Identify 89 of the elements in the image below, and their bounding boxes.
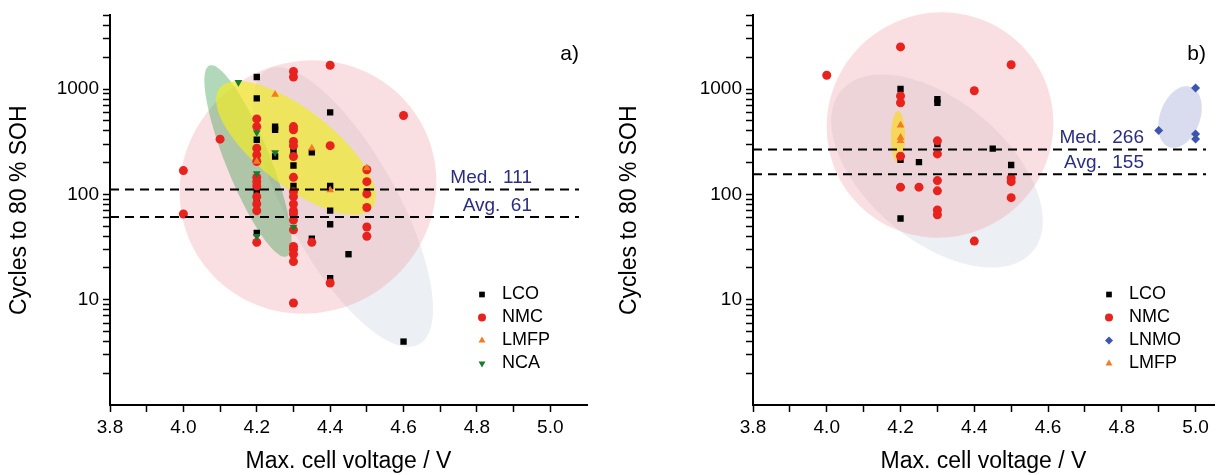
legend-label: LMFP (502, 329, 551, 350)
point (252, 234, 261, 241)
point (914, 182, 924, 192)
ref-line-label: Avg. 61 (462, 193, 532, 215)
point (896, 182, 906, 192)
point (252, 122, 262, 132)
ref-line-label: Med. 111 (450, 166, 532, 188)
legend-label: NMC (502, 306, 543, 327)
x-tick-label: 5.0 (1182, 415, 1209, 437)
point (326, 207, 334, 214)
point (932, 136, 942, 146)
y-tick-label: 10 (720, 287, 742, 309)
y-tick-label: 100 (710, 182, 742, 204)
ref-line-label: Avg. 155 (1064, 151, 1144, 173)
point (1154, 125, 1164, 135)
y-axis-title: Cycles to 80 % SOH (5, 105, 32, 316)
x-tick-label: 4.6 (1034, 415, 1062, 437)
legend-label: LMFP (1129, 352, 1178, 373)
legend-label: LCO (1129, 283, 1167, 304)
y-axis-title: Cycles to 80 % SOH (615, 105, 642, 316)
point (178, 209, 188, 219)
y-tick-label: 1000 (699, 77, 742, 99)
x-tick-label: 4.0 (813, 415, 840, 437)
point (932, 186, 942, 196)
point (252, 206, 262, 216)
point (253, 95, 260, 102)
legend-label: NCA (502, 352, 541, 373)
point (271, 90, 280, 97)
point (288, 192, 298, 202)
point (288, 151, 298, 161)
point (178, 166, 188, 176)
point (325, 141, 335, 151)
point (252, 171, 261, 178)
y-tick-label: 10 (77, 287, 99, 309)
point (325, 60, 335, 70)
point (822, 70, 832, 80)
annotation: b) (1187, 40, 1206, 64)
legend-label: NMC (1129, 306, 1170, 327)
point (290, 162, 297, 169)
point (969, 86, 979, 96)
point (362, 177, 372, 187)
point (399, 111, 409, 121)
x-tick-label: 3.8 (96, 415, 124, 437)
x-tick-label: 4.2 (887, 415, 914, 437)
x-tick-label: 4.8 (463, 415, 491, 437)
point (897, 85, 904, 93)
point (897, 215, 904, 222)
x-axis-title: Max. cell voltage / V (880, 446, 1088, 473)
point (362, 231, 372, 241)
point (345, 251, 352, 258)
point (362, 222, 372, 232)
point (252, 130, 261, 137)
x-tick-label: 5.0 (537, 415, 564, 437)
legend-label: LCO (502, 283, 540, 304)
point (896, 98, 906, 108)
x-tick-label: 4.8 (1108, 415, 1136, 437)
ref-line-label: Med. 266 (1059, 126, 1144, 148)
point (932, 176, 942, 186)
point (969, 236, 979, 246)
x-axis-title: Max. cell voltage / V (245, 446, 453, 473)
point (288, 298, 298, 308)
point (252, 237, 262, 247)
point (896, 42, 906, 52)
x-tick-label: 4.0 (170, 415, 197, 437)
point (896, 151, 906, 161)
x-tick-label: 4.6 (390, 415, 417, 437)
point (362, 163, 371, 171)
y-tick-label: 100 (67, 182, 99, 204)
point (288, 257, 298, 267)
point (326, 109, 334, 116)
x-tick-label: 4.4 (316, 415, 344, 437)
y-tick-label: 1000 (56, 77, 99, 99)
x-tick-label: 3.8 (739, 415, 767, 437)
annotation: a) (560, 40, 579, 64)
legend-label: LNMO (1129, 329, 1182, 350)
point (1006, 60, 1016, 70)
point (307, 237, 317, 247)
point (1191, 83, 1201, 93)
point (215, 134, 225, 144)
x-tick-label: 4.4 (961, 415, 988, 437)
point (896, 120, 905, 128)
point (400, 338, 407, 345)
point (325, 278, 335, 288)
point (362, 203, 372, 213)
point (1006, 193, 1016, 203)
point (288, 172, 298, 182)
x-tick-label: 4.2 (243, 415, 270, 437)
point (234, 79, 243, 87)
point (252, 192, 262, 202)
